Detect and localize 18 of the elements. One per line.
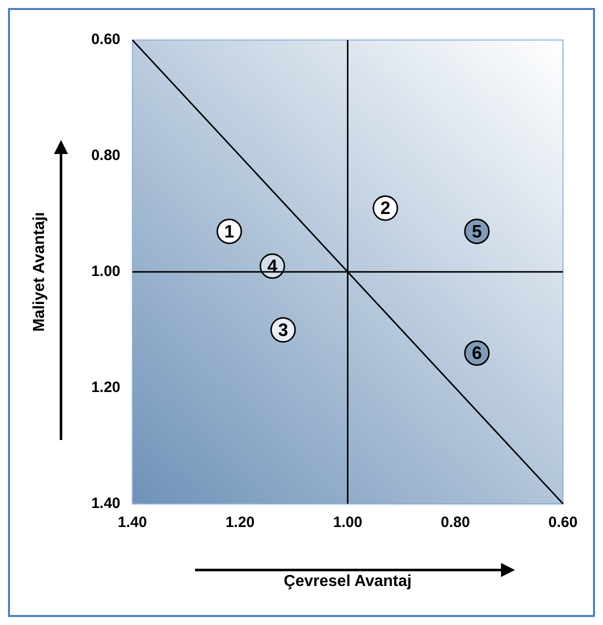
x-tick-label: 1.20 bbox=[225, 514, 255, 531]
x-axis-title: Çevresel Avantaj bbox=[284, 572, 412, 590]
x-tick-label: 1.00 bbox=[333, 514, 362, 531]
y-tick-label: 1.40 bbox=[91, 494, 120, 512]
series-label: 5 bbox=[472, 221, 482, 242]
x-tick-label: 1.40 bbox=[118, 514, 147, 531]
y-tick-label: 1.00 bbox=[91, 263, 120, 280]
y-tick-label: 0.80 bbox=[91, 147, 120, 164]
y-tick-label: 1.20 bbox=[91, 378, 120, 396]
series-label: 2 bbox=[380, 198, 390, 218]
x-tick-label: 0.60 bbox=[548, 514, 578, 531]
y-tick-label: 0.60 bbox=[91, 31, 120, 48]
x-tick-label: 0.80 bbox=[440, 514, 470, 531]
series-label: 3 bbox=[278, 320, 288, 340]
y-axis-title: Maliyet Avantajı bbox=[31, 212, 48, 332]
series-label: 4 bbox=[267, 256, 278, 276]
series-label: 6 bbox=[472, 343, 482, 364]
series-label: 1 bbox=[224, 221, 234, 242]
